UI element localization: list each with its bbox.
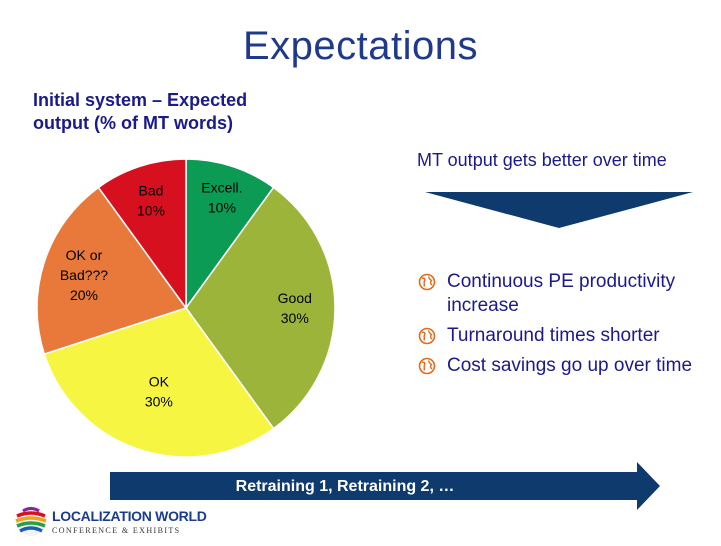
logo-name: LOCALIZATION WORLD (52, 508, 207, 524)
benefits-list: Continuous PE productivity increase Turn… (418, 270, 713, 384)
pie-slice-good (185, 186, 336, 430)
pie-slice-excell (185, 158, 275, 311)
bullet-text: Continuous PE productivity increase (447, 271, 676, 316)
list-item: Turnaround times shorter (418, 324, 713, 348)
pie-slice-bad (97, 158, 187, 311)
bullet-text: Turnaround times shorter (447, 325, 660, 346)
pie-label: Excell. 10% (201, 179, 242, 215)
pie-label: OK 30% (145, 374, 173, 410)
logo-globe-icon (15, 506, 47, 536)
bullet-text: Cost savings go up over time (447, 355, 693, 376)
pie-label: OK or Bad??? 20% (60, 247, 108, 303)
globe-bullet-icon (418, 327, 436, 345)
globe-bullet-icon (418, 357, 436, 375)
pie-slice-ok-or-bad (36, 186, 188, 355)
down-arrow-icon (425, 192, 693, 228)
list-item: Continuous PE productivity increase (418, 270, 713, 318)
globe-bullet-icon (418, 273, 436, 291)
list-item: Cost savings go up over time (418, 354, 713, 378)
chart-title: Initial system – Expected output (% of M… (33, 90, 248, 133)
pie-label: Bad 10% (137, 182, 165, 218)
mt-output-headline: MT output gets better over time (417, 150, 667, 170)
pie-slice-ok (43, 307, 275, 458)
logo-subtitle: CONFERENCE & EXHIBITS (52, 526, 181, 535)
retraining-arrow-icon (110, 462, 660, 510)
localization-world-logo: LOCALIZATION WORLD CONFERENCE & EXHIBITS (14, 502, 207, 542)
pie-label: Good 30% (278, 290, 312, 326)
retraining-arrow-shape (110, 462, 660, 510)
down-arrow-shape (425, 192, 693, 228)
slide-title: Expectations (242, 24, 479, 68)
retraining-label: Retraining 1, Retraining 2, … (235, 478, 455, 495)
